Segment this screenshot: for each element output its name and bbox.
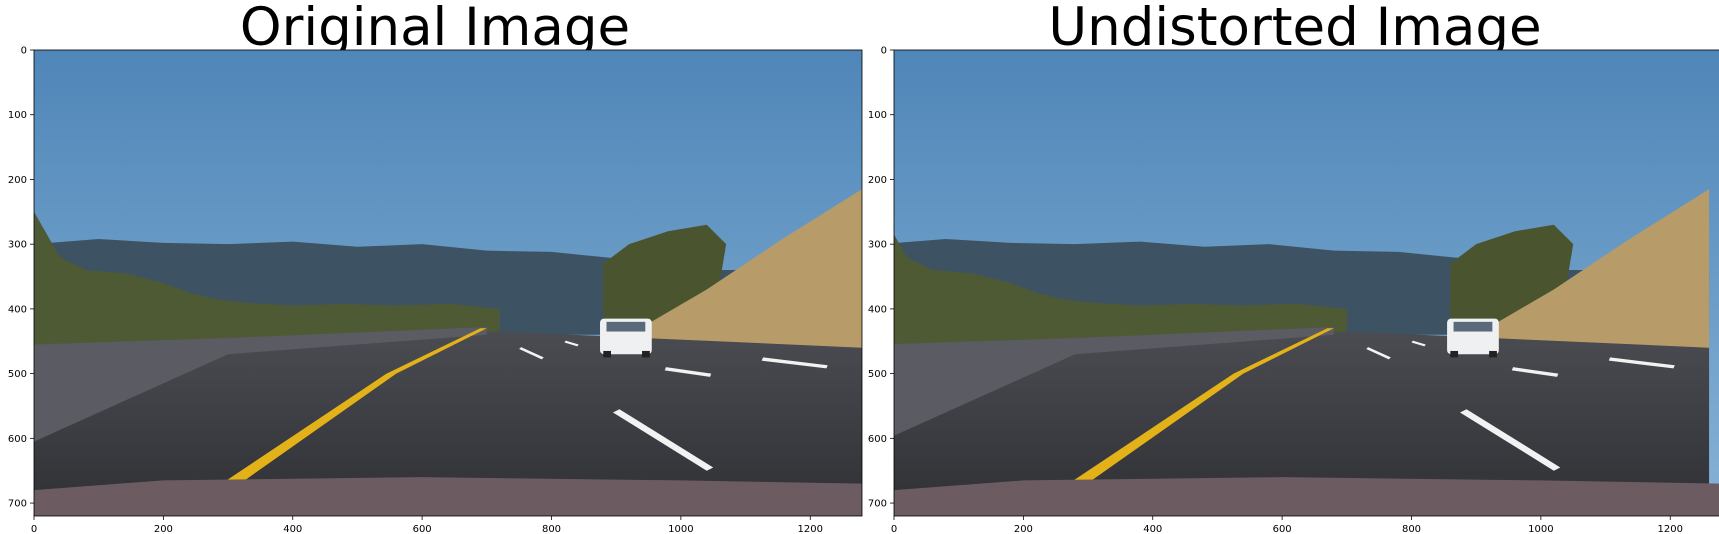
y-tick-label: 600 [868, 434, 887, 445]
undistorted-image-title: Undistorted Image [1048, 0, 1542, 58]
road-scene-image [894, 50, 1719, 516]
white-lane-dash [1366, 347, 1391, 360]
y-tick-label: 400 [8, 304, 27, 315]
y-tick-label: 200 [8, 175, 27, 186]
white-lane-dash [1608, 357, 1675, 369]
y-tick-label: 400 [868, 304, 887, 315]
axes-frame [33, 49, 863, 517]
y-tick-label: 700 [868, 499, 887, 510]
y-tick-label: 0 [21, 46, 27, 57]
x-tick-label: 1000 [668, 524, 693, 534]
y-tick-label: 0 [881, 46, 887, 57]
x-tick-label: 200 [1014, 524, 1033, 534]
y-tick-label: 100 [868, 110, 887, 121]
dry-grass-hill [629, 189, 862, 355]
white-lane-dash [1460, 409, 1561, 471]
y-tick-label: 500 [8, 369, 27, 380]
x-tick-label: 400 [283, 524, 302, 534]
yellow-lane-line [1049, 328, 1334, 497]
original-image-panel: Original Image 0 200 400 600 800 1000 1200 0 100… [8, 0, 863, 534]
car-hood [34, 477, 862, 516]
white-lane-dash [564, 340, 579, 347]
car-hood [894, 477, 1719, 516]
yellow-lane-line [202, 328, 487, 497]
concrete-barrier [34, 327, 487, 442]
white-lane-dash [761, 357, 828, 369]
y-tick-label: 500 [868, 369, 887, 380]
white-lane-dash [519, 347, 544, 360]
x-tick-label: 600 [1273, 524, 1292, 534]
x-tick-label: 200 [154, 524, 173, 534]
original-image-axes: 0 200 400 600 800 1000 1200 0 100 200 300 400 500 600… [8, 46, 863, 534]
undistorted-image-panel: Undistorted Image 0 200 400 600 800 1000 1200 0… [860, 0, 1719, 534]
road-surface [34, 331, 862, 516]
dry-grass-hill [1476, 189, 1710, 355]
x-tick-label: 1200 [798, 524, 823, 534]
y-tick-label: 200 [868, 175, 887, 186]
axes-frame [893, 49, 1719, 517]
x-tick-label: 1000 [1528, 524, 1553, 534]
x-tick-label: 400 [1143, 524, 1162, 534]
white-car [1447, 318, 1499, 358]
tree-line [34, 211, 500, 348]
x-tick-label: 0 [31, 524, 37, 534]
tree-line [894, 234, 1347, 348]
white-car [600, 318, 652, 358]
y-tick-label: 300 [868, 240, 887, 251]
y-tick-label: 100 [8, 110, 27, 121]
tree-cluster-right [603, 224, 727, 335]
white-lane-dash [612, 409, 714, 471]
x-tick-label: 0 [891, 524, 897, 534]
y-tick-label: 600 [8, 434, 27, 445]
white-lane-dash [664, 367, 712, 377]
tree-cluster-right [1450, 224, 1574, 335]
x-tick-label: 600 [413, 524, 432, 534]
y-tick-label: 300 [8, 240, 27, 251]
x-tick-label: 800 [1402, 524, 1421, 534]
undistorted-image-axes: 0 200 400 600 800 1000 1200 0 100 200 300 400 500 600… [868, 46, 1719, 534]
y-tick-label: 700 [8, 499, 27, 510]
concrete-barrier [894, 327, 1334, 436]
x-tick-label: 800 [542, 524, 561, 534]
road-scene-image [34, 50, 862, 516]
white-lane-dash [1411, 340, 1426, 347]
white-lane-dash [1511, 367, 1559, 377]
original-image-title: Original Image [239, 0, 631, 58]
x-tick-label: 1200 [1658, 524, 1683, 534]
